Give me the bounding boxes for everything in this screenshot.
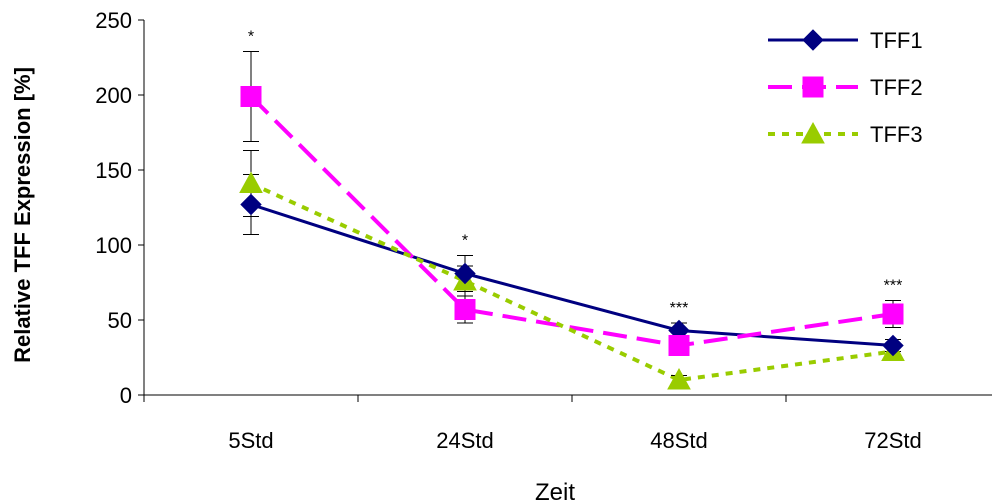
x-axis-label: Zeit <box>535 479 575 504</box>
data-point-tff2 <box>454 299 476 320</box>
legend-label-tff3: TFF3 <box>870 122 923 147</box>
y-tick-label: 50 <box>108 308 132 333</box>
legend: TFF1 TFF2 TFF3 <box>768 28 923 147</box>
y-ticks: 0 50 100 150 200 250 5Std 24Std 48Std 72Std <box>95 8 922 453</box>
data-point-tff2 <box>240 86 262 107</box>
error-bars <box>243 51 901 385</box>
x-tick-label: 48Std <box>650 428 708 453</box>
data-point-tff1 <box>240 193 262 216</box>
legend-label-tff2: TFF2 <box>870 75 923 100</box>
x-tick-label: 72Std <box>864 428 922 453</box>
significance-marker: *** <box>884 278 903 295</box>
legend-marker-tff2 <box>802 76 824 98</box>
y-tick-label: 100 <box>95 233 132 258</box>
data-point-tff3 <box>667 367 691 390</box>
significance-marker: * <box>462 233 468 250</box>
data-point-tff1 <box>454 262 476 285</box>
significance-annotations: ******** <box>248 29 902 318</box>
axes <box>143 20 992 396</box>
x-tick-label: 5Std <box>228 428 273 453</box>
data-point-tff3 <box>239 171 263 193</box>
y-tick-label: 200 <box>95 83 132 108</box>
data-point-tff2 <box>668 335 690 356</box>
legend-marker-tff1 <box>802 29 824 51</box>
legend-label-tff1: TFF1 <box>870 28 923 53</box>
series-line-tff1 <box>250 203 894 347</box>
series-line-tff2 <box>249 95 894 348</box>
series-lines <box>249 95 894 383</box>
y-tick-label: 0 <box>120 383 132 408</box>
y-tick-label: 150 <box>95 158 132 183</box>
significance-marker: * <box>248 29 254 46</box>
series-markers <box>239 86 905 390</box>
data-point-tff1 <box>882 334 904 357</box>
y-tick-label: 250 <box>95 8 132 33</box>
legend-marker-tff3 <box>801 121 825 144</box>
significance-marker: *** <box>670 300 689 317</box>
data-point-tff2 <box>882 303 904 325</box>
y-axis-label: Relative TFF Expression [%] <box>10 67 35 363</box>
x-tick-label: 24Std <box>436 428 494 453</box>
series-line-tff3 <box>250 181 894 383</box>
